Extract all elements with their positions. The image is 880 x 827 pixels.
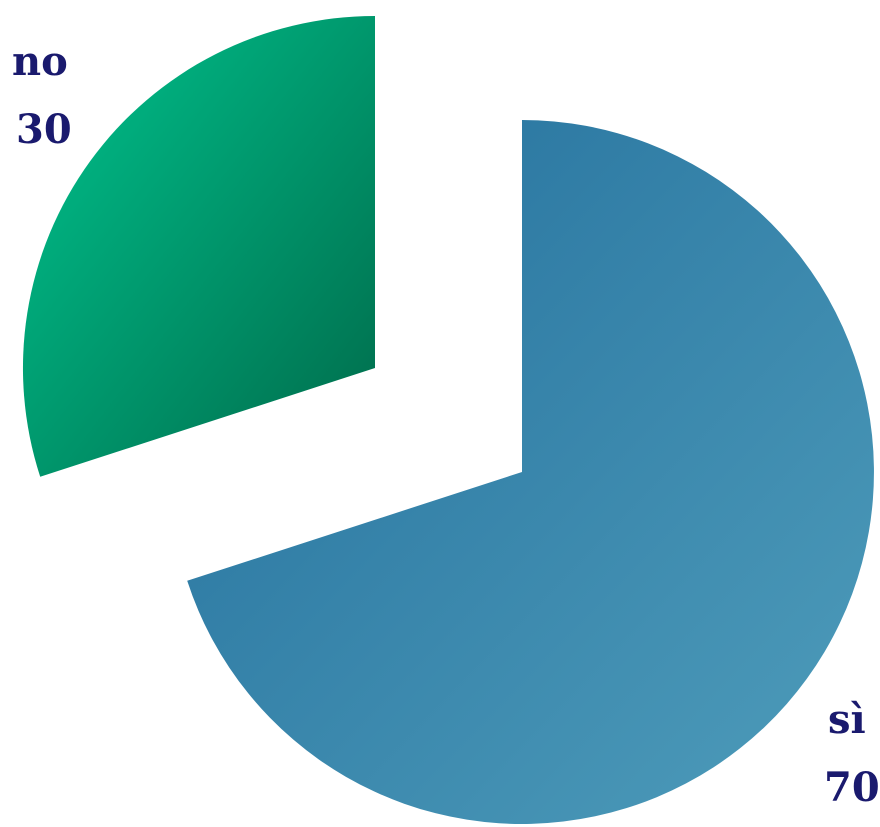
data-label-no-category: no bbox=[12, 38, 68, 85]
pie-slice-si bbox=[187, 120, 874, 824]
data-label-si-category: sì bbox=[828, 696, 866, 743]
pie-slice-no bbox=[22, 16, 376, 477]
data-label-si-value: 70 bbox=[824, 764, 880, 811]
data-label-no-value: 30 bbox=[16, 106, 72, 153]
